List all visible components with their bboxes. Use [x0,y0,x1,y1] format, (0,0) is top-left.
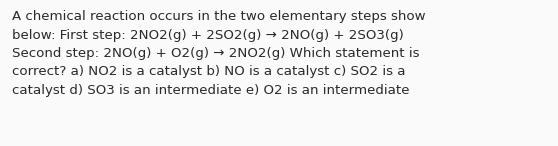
Text: A chemical reaction occurs in the two elementary steps show
below: First step: 2: A chemical reaction occurs in the two el… [12,10,426,97]
